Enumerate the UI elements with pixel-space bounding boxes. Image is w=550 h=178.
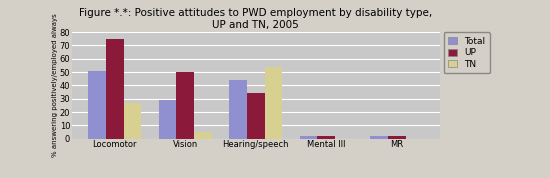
Bar bbox=[159, 100, 177, 139]
Bar bbox=[300, 136, 317, 139]
Y-axis label: % answering positively/employed always: % answering positively/employed always bbox=[52, 14, 58, 157]
Bar bbox=[247, 93, 265, 139]
Title: Figure *.*: Positive attitudes to PWD employment by disability type,
UP and TN, : Figure *.*: Positive attitudes to PWD em… bbox=[79, 8, 432, 30]
Bar bbox=[106, 39, 124, 139]
Bar bbox=[265, 67, 282, 139]
Bar bbox=[177, 72, 194, 139]
Bar bbox=[317, 136, 335, 139]
Bar bbox=[124, 103, 141, 139]
Bar bbox=[194, 132, 212, 139]
Legend: Total, UP, TN: Total, UP, TN bbox=[444, 32, 490, 74]
Bar bbox=[370, 136, 388, 139]
Bar bbox=[88, 71, 106, 139]
Bar bbox=[229, 80, 247, 139]
Bar bbox=[388, 136, 405, 139]
